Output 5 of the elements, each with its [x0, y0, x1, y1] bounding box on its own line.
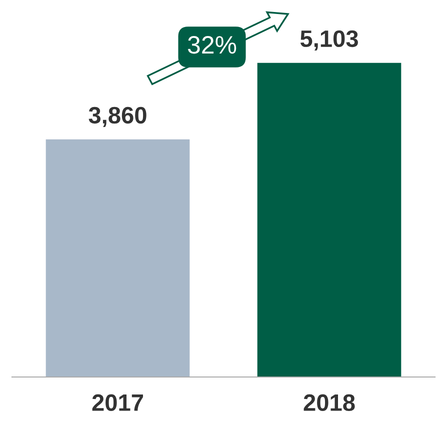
data-label: 3,860 [88, 106, 146, 128]
x-tick-label: 2018 [304, 394, 355, 412]
x-tick-label: 2017 [92, 394, 143, 412]
data-label: 5,103 [300, 30, 358, 50]
text: 32% [188, 36, 236, 54]
